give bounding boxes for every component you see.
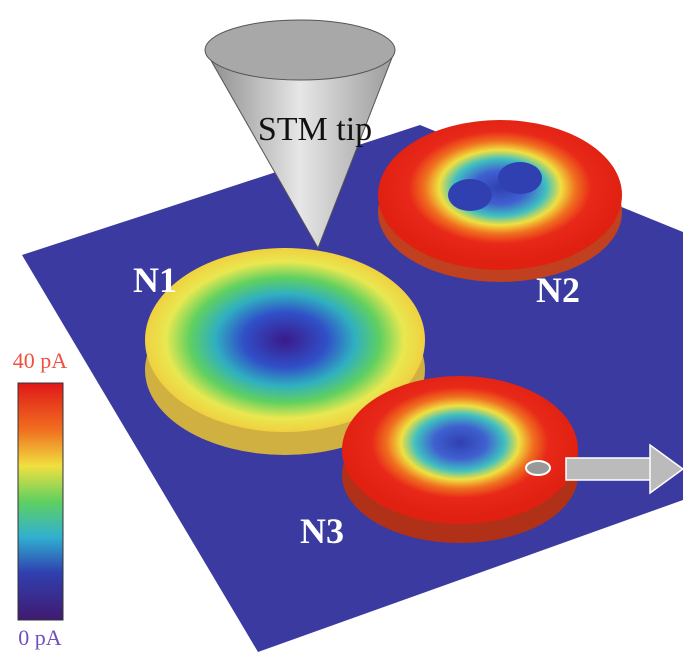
island-label: N1 xyxy=(133,260,177,300)
island-center xyxy=(498,162,542,194)
island xyxy=(342,376,578,524)
island-label: N3 xyxy=(300,511,344,551)
arrow-body xyxy=(566,458,652,480)
colorbar-min: 0 pA xyxy=(18,625,62,650)
figure: STM tip N1 N2 N3 40 pA 0 pA xyxy=(0,0,683,658)
tip-top xyxy=(205,20,395,80)
marker xyxy=(526,461,550,475)
colorbar-max: 40 pA xyxy=(13,348,68,373)
island-label: N2 xyxy=(536,270,580,310)
colorbar xyxy=(18,383,63,620)
island-center xyxy=(448,179,492,211)
tip-label: STM tip xyxy=(258,111,372,148)
island xyxy=(378,120,622,270)
